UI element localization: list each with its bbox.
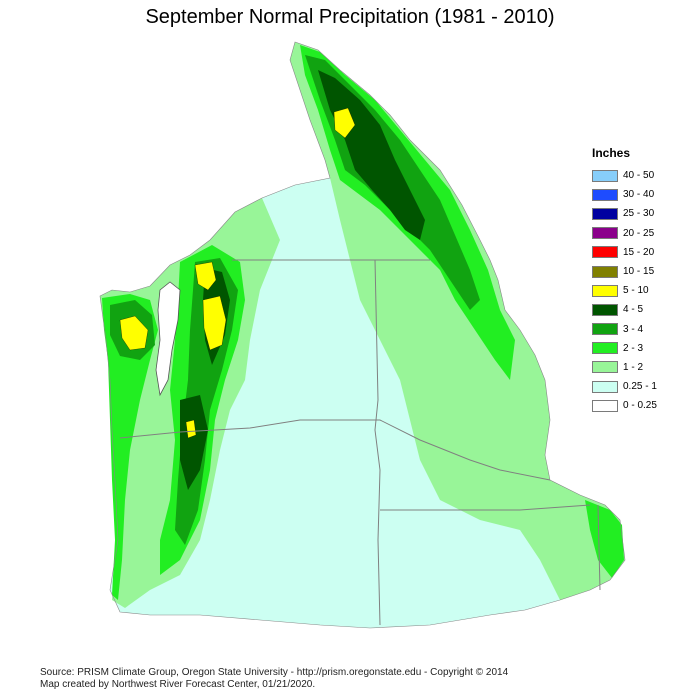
legend-items: 40 - 50 30 - 40 25 - 30 20 - 25 15 - 20 10 - … xyxy=(592,166,692,415)
legend-label: 25 - 30 xyxy=(623,208,655,220)
legend-swatch xyxy=(592,399,618,412)
legend-swatch xyxy=(592,227,618,240)
region-5-10-south-cascades xyxy=(185,419,197,439)
legend-item: 30 - 40 xyxy=(592,185,692,204)
legend-item: 20 - 25 xyxy=(592,224,692,243)
legend-label: 2 - 3 xyxy=(623,342,644,354)
legend-item: 0.25 - 1 xyxy=(592,377,692,396)
legend-label: 0 - 0.25 xyxy=(623,400,657,412)
legend-label: 5 - 10 xyxy=(623,285,649,297)
legend-item: 25 - 30 xyxy=(592,204,692,223)
legend-swatch xyxy=(592,303,618,316)
legend-label: 20 - 25 xyxy=(623,227,655,239)
legend-label: 1 - 2 xyxy=(623,361,644,373)
map-credit: Map created by Northwest River Forecast … xyxy=(40,679,316,690)
basin-outline xyxy=(99,41,626,629)
legend-swatch xyxy=(592,246,618,259)
legend-swatch xyxy=(592,380,618,393)
legend-label: 40 - 50 xyxy=(623,170,655,182)
legend-item: 2 - 3 xyxy=(592,339,692,358)
legend-item: 5 - 10 xyxy=(592,281,692,300)
legend-swatch xyxy=(592,265,618,278)
legend-swatch xyxy=(592,342,618,355)
region-2-3-coast xyxy=(102,294,158,600)
legend-label: 3 - 4 xyxy=(623,323,644,335)
legend-item: 15 - 20 xyxy=(592,243,692,262)
map-title: September Normal Precipitation (1981 - 2… xyxy=(145,6,555,28)
map-footer: Source: PRISM Climate Group, Oregon Stat… xyxy=(40,667,508,691)
legend-label: 4 - 5 xyxy=(623,304,644,316)
region-2-3-southeast xyxy=(585,500,624,578)
legend-label: 15 - 20 xyxy=(623,246,655,258)
legend-swatch xyxy=(592,188,618,201)
legend-label: 30 - 40 xyxy=(623,189,655,201)
region-5-10-rockies xyxy=(333,107,356,139)
puget-sound xyxy=(155,281,181,397)
legend-item: 4 - 5 xyxy=(592,300,692,319)
legend-swatch xyxy=(592,323,618,336)
legend-item: 1 - 2 xyxy=(592,358,692,377)
legend-label: 10 - 15 xyxy=(623,266,655,278)
legend-item: 0 - 0.25 xyxy=(592,396,692,415)
legend-title: Inches xyxy=(592,146,631,160)
legend-item: 40 - 50 xyxy=(592,166,692,185)
state-boundaries xyxy=(119,259,601,626)
legend-swatch xyxy=(592,207,618,220)
legend-item: 10 - 15 xyxy=(592,262,692,281)
region-5-10-central-cascades xyxy=(202,295,227,351)
region-5-10-north-cascades xyxy=(194,261,217,291)
legend-swatch xyxy=(592,169,618,182)
source-credit: Source: PRISM Climate Group, Oregon Stat… xyxy=(40,667,509,678)
map-legend: Inches 40 - 50 30 - 40 25 - 30 20 - 25 15 - … xyxy=(592,146,692,415)
legend-swatch xyxy=(592,284,618,297)
region-4-5-south-cascades xyxy=(180,395,208,490)
region-5-10-olympics xyxy=(119,315,149,351)
legend-label: 0.25 - 1 xyxy=(623,381,657,393)
legend-item: 3 - 4 xyxy=(592,320,692,339)
legend-swatch xyxy=(592,361,618,374)
